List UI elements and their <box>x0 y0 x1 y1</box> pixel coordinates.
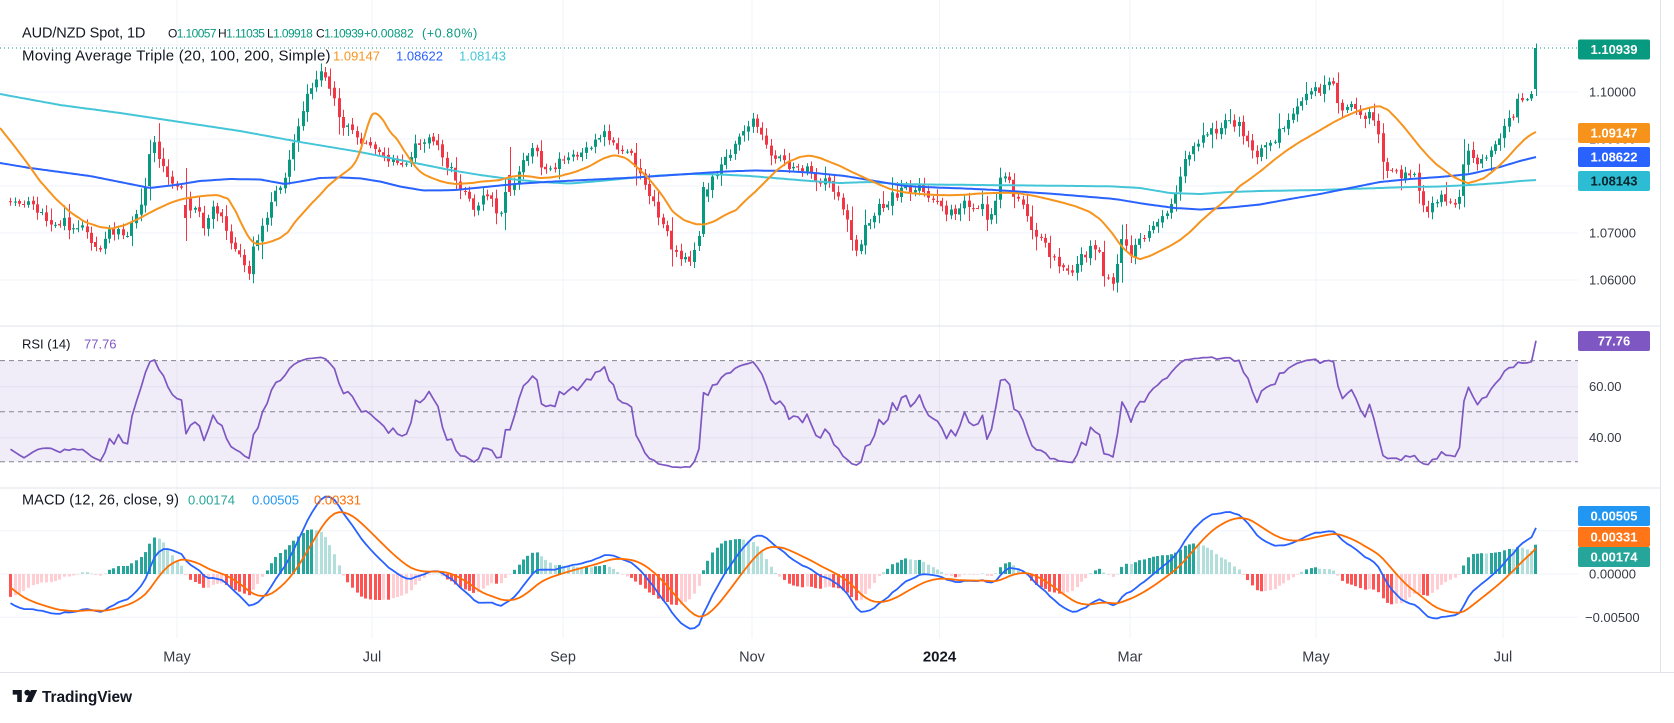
svg-text:May: May <box>163 650 191 666</box>
svg-text:1.07000: 1.07000 <box>1589 226 1636 241</box>
svg-text:Mar: Mar <box>1118 650 1143 666</box>
svg-text:2024: 2024 <box>923 649 957 666</box>
svg-text:RSI (14): RSI (14) <box>22 337 70 352</box>
svg-text:Jul: Jul <box>363 650 382 666</box>
svg-text:0.00174: 0.00174 <box>188 493 235 508</box>
svg-text:AUD/NZD Spot, 1D: AUD/NZD Spot, 1D <box>22 26 145 42</box>
svg-text:+0.00882: +0.00882 <box>364 27 414 41</box>
svg-text:1.08143: 1.08143 <box>459 49 506 64</box>
svg-text:0.00000: 0.00000 <box>1589 567 1636 582</box>
svg-text:0.00174: 0.00174 <box>1591 550 1639 565</box>
svg-text:0.00331: 0.00331 <box>314 493 361 508</box>
svg-text:H1.11035: H1.11035 <box>218 27 265 41</box>
svg-text:Sep: Sep <box>550 650 576 666</box>
svg-text:1.08143: 1.08143 <box>1591 174 1638 189</box>
svg-text:TradingView: TradingView <box>42 689 133 706</box>
svg-text:Jul: Jul <box>1494 650 1513 666</box>
svg-text:1.08622: 1.08622 <box>1591 150 1638 165</box>
svg-text:1.08622: 1.08622 <box>396 49 443 64</box>
svg-text:O1.10057: O1.10057 <box>168 27 217 41</box>
svg-text:Moving Average Triple (20, 100: Moving Average Triple (20, 100, 200, Sim… <box>22 48 331 65</box>
svg-text:1.09147: 1.09147 <box>333 49 380 64</box>
svg-text:1.10000: 1.10000 <box>1589 85 1636 100</box>
svg-text:0.00331: 0.00331 <box>1591 530 1638 545</box>
svg-text:40.00: 40.00 <box>1589 430 1622 445</box>
svg-text:(+0.80%): (+0.80%) <box>422 27 478 41</box>
svg-text:1.10939: 1.10939 <box>1591 42 1638 57</box>
svg-text:Nov: Nov <box>739 650 766 666</box>
svg-text:0.00505: 0.00505 <box>252 493 299 508</box>
svg-text:0.00505: 0.00505 <box>1591 509 1638 524</box>
svg-text:May: May <box>1302 650 1330 666</box>
svg-text:−0.00500: −0.00500 <box>1585 610 1640 625</box>
svg-text:77.76: 77.76 <box>1598 334 1631 349</box>
svg-text:1.09147: 1.09147 <box>1591 126 1638 141</box>
svg-text:L1.09918: L1.09918 <box>267 27 313 41</box>
svg-text:77.76: 77.76 <box>84 337 117 352</box>
svg-text:C1.10939: C1.10939 <box>316 27 364 41</box>
svg-text:1.06000: 1.06000 <box>1589 273 1636 288</box>
svg-text:MACD (12, 26, close, 9): MACD (12, 26, close, 9) <box>22 493 179 509</box>
svg-text:60.00: 60.00 <box>1589 379 1622 394</box>
